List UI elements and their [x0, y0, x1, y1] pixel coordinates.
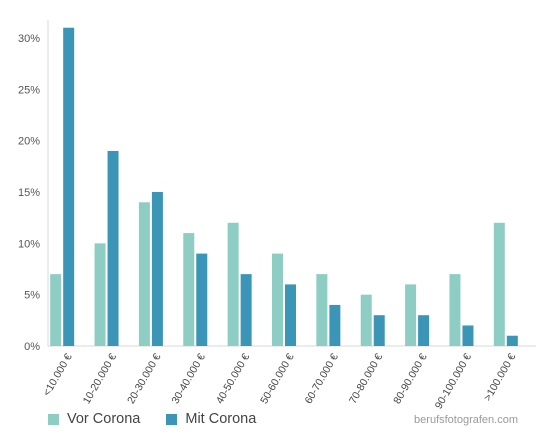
y-tick-label: 25% — [18, 84, 40, 96]
x-axis-labels: <10.000 €10-20.000 €20-30.000 €30-40.000… — [41, 351, 519, 411]
x-tick-label: 10-20.000 € — [81, 351, 119, 406]
legend-label-mit-corona: Mit Corona — [185, 411, 257, 427]
x-tick-label: >100.000 € — [482, 351, 519, 403]
x-tick-label: 80-90.000 € — [391, 351, 429, 406]
bar-vor-corona[interactable] — [50, 274, 62, 346]
x-tick-label: 90-100.000 € — [433, 351, 474, 411]
bar-mit-corona[interactable] — [107, 150, 119, 346]
bar-mit-corona[interactable] — [373, 315, 385, 346]
bar-mit-corona[interactable] — [329, 304, 341, 346]
legend-item-mit-corona[interactable]: Mit Corona — [166, 411, 256, 427]
bar-mit-corona[interactable] — [418, 315, 430, 346]
bar-mit-corona[interactable] — [196, 253, 208, 346]
bar-vor-corona[interactable] — [316, 274, 328, 346]
x-tick-label: 50-60.000 € — [258, 351, 296, 406]
y-axis-ticks: 0% 5% 10% 15% 20% 25% 30% — [18, 33, 40, 353]
y-tick-label: 15% — [18, 187, 40, 199]
x-tick-label: 40-50.000 € — [214, 351, 252, 406]
bar-mit-corona[interactable] — [462, 325, 474, 346]
bars — [50, 27, 518, 346]
y-tick-label: 10% — [18, 238, 40, 250]
legend: Vor Corona Mit Corona — [48, 411, 256, 427]
x-tick-label: <10.000 € — [41, 351, 75, 398]
bar-mit-corona[interactable] — [285, 284, 296, 346]
bar-vor-corona[interactable] — [272, 253, 283, 346]
x-tick-label: 70-80.000 € — [347, 351, 385, 406]
legend-item-vor-corona[interactable]: Vor Corona — [48, 411, 140, 427]
bar-vor-corona[interactable] — [449, 274, 461, 346]
bar-mit-corona[interactable] — [240, 274, 252, 346]
bar-vor-corona[interactable] — [138, 202, 150, 346]
y-tick-label: 30% — [18, 33, 40, 45]
bar-vor-corona[interactable] — [493, 222, 505, 346]
bar-vor-corona[interactable] — [183, 233, 195, 346]
y-tick-label: 0% — [24, 341, 40, 353]
bar-mit-corona[interactable] — [151, 192, 163, 346]
bar-vor-corona[interactable] — [94, 243, 106, 346]
bar-mit-corona[interactable] — [506, 335, 518, 346]
bar-vor-corona[interactable] — [360, 294, 372, 346]
bar-mit-corona[interactable] — [63, 27, 75, 346]
legend-label-vor-corona: Vor Corona — [67, 411, 141, 427]
legend-swatch-vor-corona — [48, 413, 59, 425]
y-tick-label: 5% — [24, 290, 40, 302]
watermark: berufsfotografen.com — [414, 414, 518, 426]
x-tick-label: 20-30.000 € — [125, 351, 163, 406]
x-tick-label: 30-40.000 € — [169, 351, 207, 406]
legend-swatch-mit-corona — [166, 413, 178, 425]
x-tick-label: 60-70.000 € — [303, 351, 341, 406]
y-tick-label: 20% — [18, 136, 40, 148]
bar-vor-corona[interactable] — [405, 284, 417, 346]
bar-vor-corona[interactable] — [227, 222, 239, 346]
